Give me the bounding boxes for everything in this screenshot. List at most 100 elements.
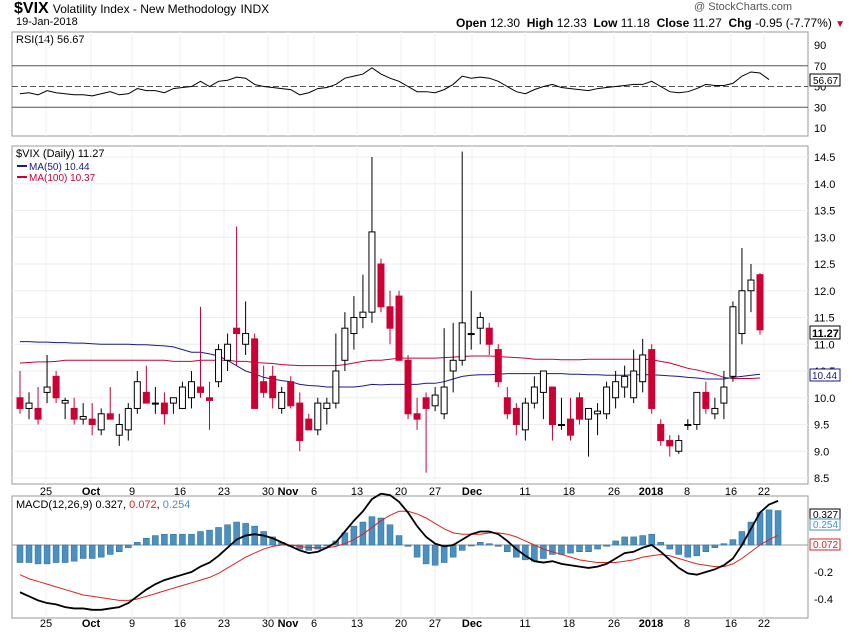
candle-body [224, 343, 232, 361]
price-tick-label: 13.0 [814, 232, 835, 244]
macd-histogram-bar [621, 536, 628, 546]
candle-body [34, 407, 42, 420]
macd-histogram-bar [16, 544, 24, 563]
macd-histogram-bar [413, 544, 421, 558]
rsi-legend: RSI(14) 56.67 [16, 34, 84, 46]
candle-body [747, 279, 755, 292]
candle-body [648, 349, 656, 409]
candle-body [621, 375, 629, 388]
macd-histogram-bar [197, 531, 204, 546]
svg-text:56.67: 56.67 [813, 76, 838, 87]
candle-body [178, 386, 186, 409]
x-axis-label-bottom: Oct [82, 618, 101, 630]
macd-legend: MACD(12,26,9) 0.327, 0.072, 0.254 [16, 499, 190, 511]
candle-body [458, 322, 466, 361]
price-tick-label: 10.0 [814, 393, 835, 405]
high-value: 12.33 [556, 16, 587, 30]
low-value: 11.18 [620, 16, 650, 30]
candle-body [548, 386, 556, 425]
candle-body [639, 354, 647, 383]
candle-body [675, 440, 683, 452]
macd-histogram-bar [495, 544, 502, 547]
x-axis-label: 27 [429, 486, 441, 498]
macd-histogram-bar [251, 525, 258, 546]
svg-text:0.072: 0.072 [813, 540, 838, 551]
candle-body [70, 407, 78, 420]
candle-body [169, 397, 177, 404]
macd-histogram-bar [639, 535, 646, 546]
candle-body [404, 359, 412, 415]
macd-histogram-bar [476, 542, 484, 546]
chart-date: 19-Jan-2018 [16, 16, 78, 28]
high-label: High [526, 16, 554, 30]
x-axis-label-bottom: 9 [129, 618, 135, 630]
x-axis-label: 22 [758, 486, 770, 498]
macd-histogram-bar [630, 536, 637, 546]
macd-histogram-bar [179, 533, 186, 546]
brand-watermark: @ StockCharts.com [694, 1, 792, 13]
signal-line [19, 510, 779, 601]
macd-histogram-bar [79, 544, 87, 559]
macd-tick-label: -0.4 [814, 594, 833, 606]
macd-histogram-bar [404, 544, 412, 547]
rsi-value-tag: 56.67 [809, 73, 841, 87]
candle-body [323, 402, 331, 409]
price-legend-main: $VIX (Daily) 11.27 [16, 148, 104, 160]
x-axis-label-bottom: 26 [608, 618, 620, 630]
candle-body [693, 391, 701, 425]
x-axis-label-bottom: 2018 [639, 618, 663, 630]
macd-histogram-bar [458, 544, 466, 551]
macd-histogram-bar [260, 531, 267, 546]
hist-value-tag: 0.254 [809, 518, 841, 531]
candle-body [702, 391, 710, 409]
macd-panel: 0.20.0-0.2-0.4 MACD(12,26,9) 0.327, 0.07… [11, 492, 841, 619]
candle-body [115, 424, 123, 436]
macd-histogram-bar [61, 544, 69, 563]
open-value: 12.30 [490, 16, 521, 30]
candle-body [233, 327, 241, 335]
candle-body [305, 418, 313, 431]
x-axis-label: 23 [218, 486, 230, 498]
signal-value-tag: 0.072 [809, 538, 841, 551]
macd-histogram-bar [666, 544, 674, 550]
macd-histogram-bar [25, 544, 33, 563]
price-panel: 14.514.013.513.012.512.011.511.010.510.0… [11, 145, 841, 485]
candle-body [485, 327, 493, 345]
candle-body [431, 394, 439, 407]
x-axis-label: 8 [684, 486, 690, 498]
macd-histogram-bar [431, 544, 439, 566]
candle-body [657, 424, 665, 442]
candle-body [756, 274, 764, 331]
candle-body [215, 349, 223, 383]
ohlc-summary: Open 12.30 High 12.33 Low 11.18 Close 11… [456, 16, 845, 30]
candle-body [566, 418, 574, 436]
macd-histogram-bar [693, 544, 701, 557]
svg-text:10.44: 10.44 [812, 371, 837, 382]
candle-body [151, 402, 159, 405]
macd-histogram-bar [422, 544, 430, 565]
candle-body [603, 386, 611, 415]
macd-histogram-bar [720, 543, 728, 546]
candle-body [413, 413, 421, 420]
candle-body [25, 402, 33, 409]
candle-body [142, 391, 150, 404]
price-tick-label: 9.0 [814, 446, 829, 458]
candle-body [242, 333, 250, 345]
macd-histogram-bar [116, 544, 123, 552]
x-axis-label: 16 [725, 486, 737, 498]
candle-body [359, 311, 367, 318]
price-tick-label: 12.5 [814, 259, 835, 271]
x-axis-label: 13 [351, 486, 363, 498]
x-axis-label: 25 [40, 486, 52, 498]
price-tick-label: 12.0 [814, 286, 835, 298]
candle-body [368, 231, 376, 313]
svg-text:0.254: 0.254 [813, 520, 838, 531]
candle-body [88, 418, 96, 425]
macd-histogram-bar [774, 510, 782, 546]
x-axis-label: Oct [82, 486, 101, 498]
candle-body [251, 338, 259, 409]
candle-body [630, 370, 638, 399]
close-value: 11.27 [692, 16, 722, 30]
macd-histogram-bar [97, 544, 105, 558]
macd-histogram-bar [377, 517, 385, 546]
